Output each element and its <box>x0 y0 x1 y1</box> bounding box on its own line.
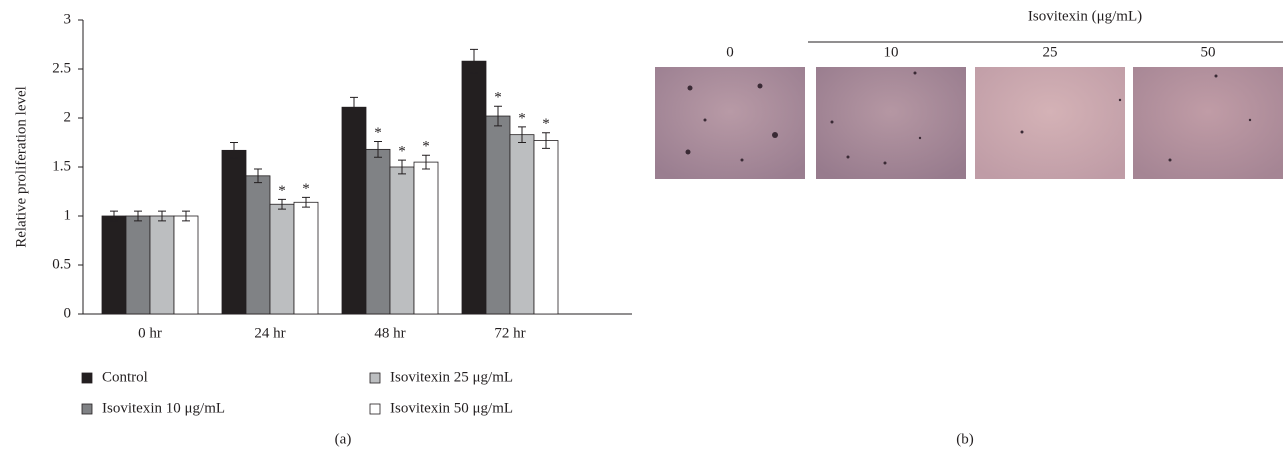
bar <box>486 116 510 314</box>
legend-swatch <box>82 404 92 414</box>
significance-marker: * <box>374 125 382 141</box>
bar <box>414 162 438 314</box>
legend-label: Isovitexin 50 μg/mL <box>390 400 513 416</box>
column-label: 50 <box>1201 44 1216 60</box>
y-tick-label: 0 <box>64 305 72 321</box>
significance-marker: * <box>542 116 550 132</box>
significance-marker: * <box>422 139 430 155</box>
legend-label: Isovitexin 25 μg/mL <box>390 369 513 385</box>
micrograph <box>655 67 805 179</box>
bar <box>174 216 198 314</box>
legend-swatch <box>370 373 380 383</box>
x-tick-label: 48 hr <box>374 325 405 341</box>
bar <box>390 167 414 314</box>
x-tick-label: 0 hr <box>138 325 162 341</box>
x-tick-label: 24 hr <box>254 325 285 341</box>
column-label: 0 <box>726 44 734 60</box>
bar <box>222 150 246 314</box>
bar <box>534 141 558 314</box>
significance-marker: * <box>398 144 406 160</box>
micrographs <box>655 67 1283 179</box>
bar <box>126 216 150 314</box>
micrograph <box>1133 67 1283 179</box>
y-tick-label: 1.5 <box>52 158 71 174</box>
micrograph <box>816 67 966 179</box>
bar <box>270 204 294 314</box>
column-label: 25 <box>1043 44 1058 60</box>
y-tick-label: 2.5 <box>52 60 71 76</box>
legend-swatch <box>370 404 380 414</box>
panel-header: Isovitexin (μg/mL) <box>1028 8 1142 24</box>
y-tick-label: 0.5 <box>52 256 71 272</box>
legend-label: Isovitexin 10 μg/mL <box>102 400 225 416</box>
bar <box>342 107 366 314</box>
significance-marker: * <box>302 181 310 197</box>
y-tick-label: 3 <box>64 11 72 27</box>
x-tick-label: 72 hr <box>494 325 525 341</box>
bar <box>294 202 318 314</box>
y-tick-label: 1 <box>64 207 72 223</box>
bar <box>462 61 486 314</box>
micrograph <box>975 67 1125 179</box>
legend-swatch <box>82 373 92 383</box>
bar <box>102 216 126 314</box>
bar <box>150 216 174 314</box>
caption: (a) <box>335 431 352 447</box>
legend-label: Control <box>102 369 148 385</box>
significance-marker: * <box>278 183 286 199</box>
bar <box>246 176 270 314</box>
bar <box>366 149 390 314</box>
bar <box>510 135 534 314</box>
y-tick-label: 2 <box>64 109 72 125</box>
significance-marker: * <box>518 110 526 126</box>
significance-marker: * <box>494 90 502 106</box>
caption: (b) <box>956 431 974 447</box>
figure: Relative proliferation level (a) (b) Iso… <box>0 0 1283 461</box>
y-axis-label: Relative proliferation level <box>13 86 29 248</box>
column-label: 10 <box>884 44 899 60</box>
